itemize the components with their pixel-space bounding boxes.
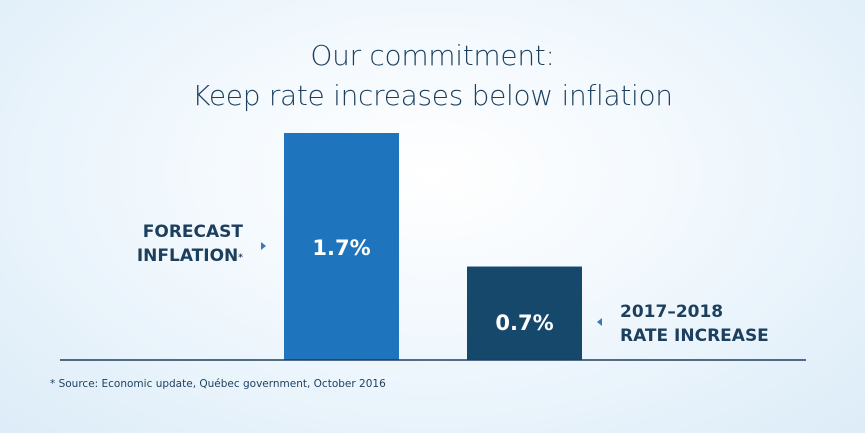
chart-title: Our commitment: Keep rate increases belo… — [0, 36, 865, 116]
bar-label-rate-increase: 2017–2018 RATE INCREASE — [620, 300, 769, 348]
pointer-arrow-left-icon — [597, 318, 602, 326]
bar-value-label-forecast-inflation: 1.7% — [312, 236, 370, 260]
chart-title-line-2: Keep rate increases below inflation — [192, 79, 673, 112]
footnote-marker: * — [238, 253, 243, 263]
bar-label-forecast-line-1: FORECAST — [142, 222, 243, 242]
bar-label-rate-line-1: 2017–2018 — [620, 302, 724, 322]
bar-label-forecast-inflation: FORECAST INFLATION* — [137, 220, 243, 268]
bars-group: 1.7% 0.7% — [284, 133, 582, 360]
pointer-arrow-right-icon — [261, 242, 266, 250]
footnote-source: * Source: Economic update, Québec govern… — [50, 378, 386, 390]
bar-label-rate-line-2: RATE INCREASE — [620, 326, 769, 346]
bar-label-forecast-line-2: INFLATION — [136, 246, 239, 266]
bar-value-label-rate-increase: 0.7% — [495, 311, 553, 335]
chart-title-line-1: Our commitment: — [310, 39, 555, 72]
bar-rate-increase — [467, 266, 582, 360]
bar-forecast-inflation — [284, 133, 399, 360]
